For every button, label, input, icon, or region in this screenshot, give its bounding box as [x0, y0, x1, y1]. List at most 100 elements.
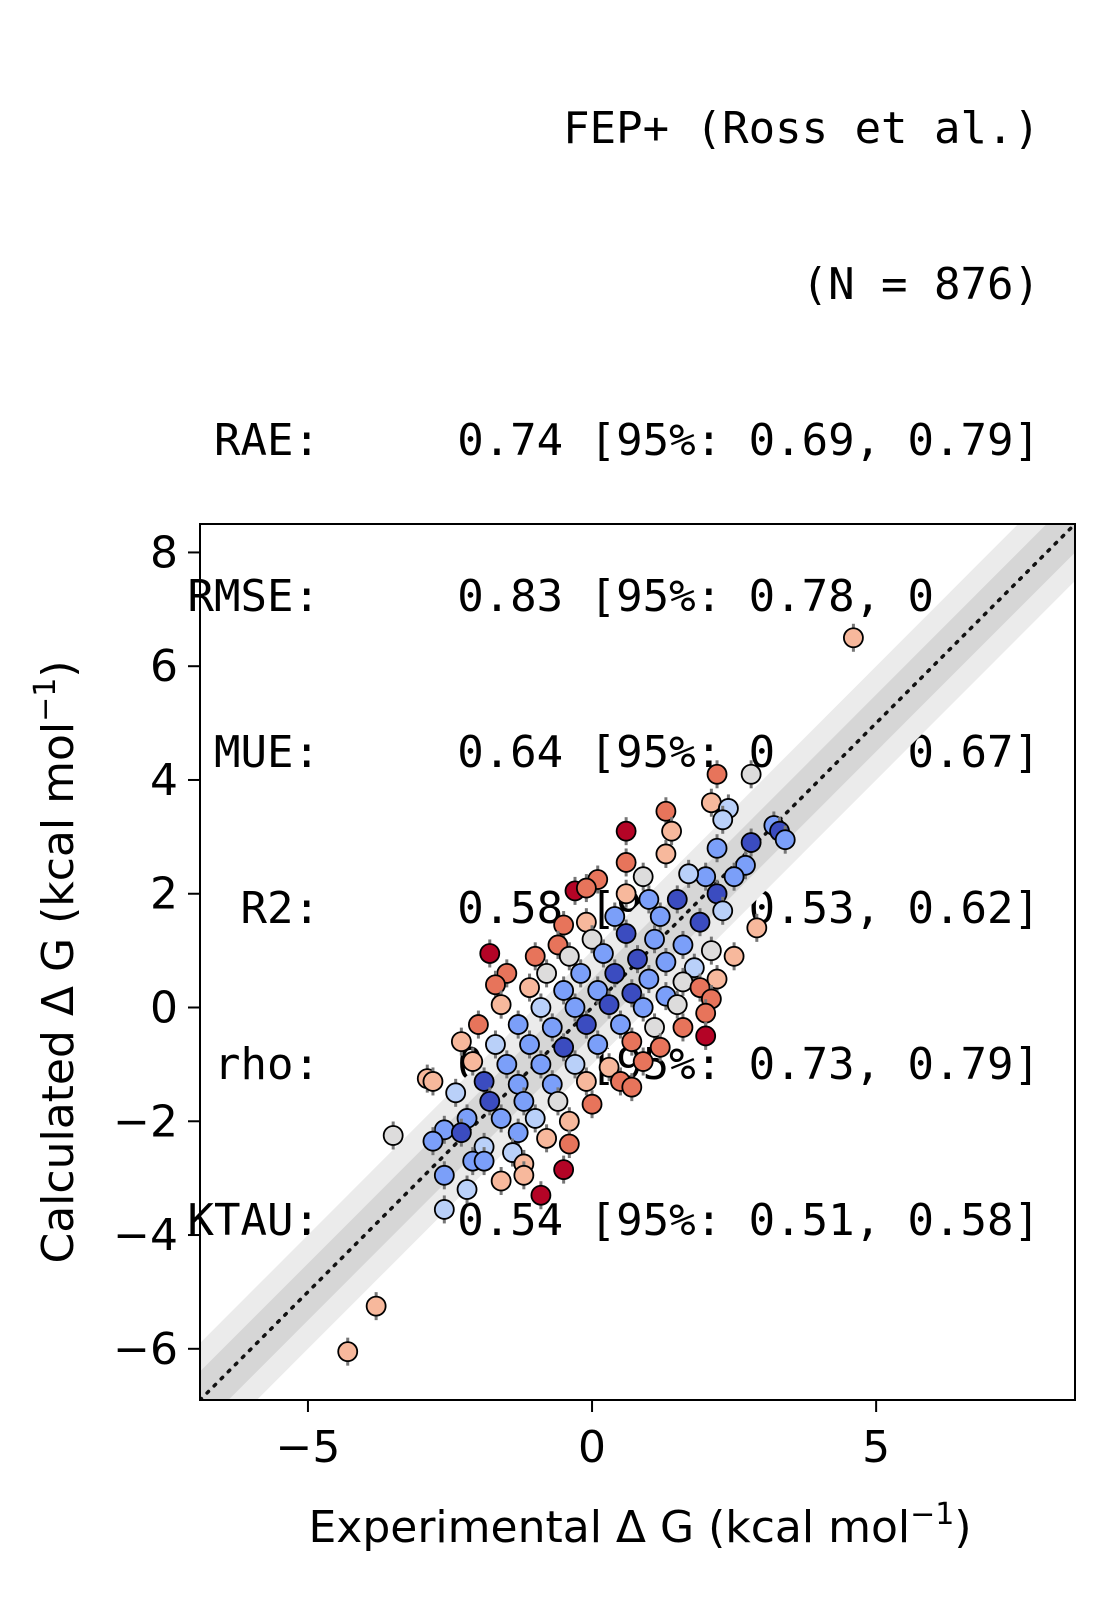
- data-point: [638, 889, 660, 910]
- stat-row-ktau: KTAU: 0.54 [95%: 0.51, 0.58]: [0, 1194, 1040, 1248]
- data-point: [485, 1034, 506, 1055]
- data-point: [774, 829, 796, 851]
- data-point: [672, 971, 694, 993]
- data-point: [530, 1053, 552, 1075]
- x-axis-ticks: −5 0 5: [276, 1400, 890, 1473]
- plot-frame: [199, 523, 1076, 1401]
- data-point: [496, 1053, 518, 1075]
- data-point: [740, 832, 762, 853]
- data-point: [433, 1164, 455, 1186]
- y-tick-label: −6: [113, 1324, 178, 1375]
- data-point: [422, 1071, 444, 1092]
- y-tick-label: 0: [150, 983, 178, 1034]
- data-point: [655, 800, 677, 822]
- data-point: [746, 917, 768, 939]
- data-point: [524, 1108, 546, 1129]
- data-point: [422, 1130, 444, 1152]
- data-point: [536, 962, 557, 984]
- chart-title: FEP+ (Ross et al.): [563, 103, 1040, 154]
- data-point: [621, 1031, 643, 1053]
- data-point: [615, 820, 637, 842]
- data-point: [536, 1127, 557, 1149]
- data-point: [695, 1025, 717, 1047]
- data-point: [712, 900, 734, 922]
- data-point: [513, 1164, 535, 1186]
- stat-value: 0.54 [95%: 0.51, 0.58]: [457, 1195, 1040, 1246]
- x-axis-label-exponent: −1: [910, 1497, 954, 1532]
- data-point: [456, 1179, 478, 1200]
- y-axis-label-exponent: −1: [28, 678, 63, 722]
- data-point: [450, 1122, 472, 1144]
- data-point: [649, 906, 671, 927]
- data-point: [507, 1014, 529, 1035]
- stat-label: RAE:: [214, 415, 320, 466]
- data-point: [621, 982, 643, 1004]
- data-point: [547, 1090, 569, 1112]
- data-point: [433, 1199, 455, 1220]
- x-tick-label: 5: [862, 1422, 890, 1473]
- data-point: [365, 1295, 387, 1317]
- y-tick-label: 8: [150, 527, 178, 578]
- data-point: [530, 997, 552, 1018]
- data-point: [490, 994, 512, 1016]
- data-point: [695, 1002, 717, 1024]
- data-point: [450, 1031, 472, 1053]
- data-point: [678, 863, 700, 885]
- y-axis-ticks: −6 −4 −2 0 2 4 6 8: [113, 527, 200, 1375]
- data-point: [519, 977, 540, 998]
- data-point: [604, 906, 626, 927]
- data-point: [621, 1076, 643, 1098]
- data-point: [507, 1122, 529, 1144]
- data-point: [473, 1150, 495, 1172]
- data-point: [740, 763, 762, 785]
- data-point: [706, 763, 728, 785]
- data-point: [479, 1090, 501, 1112]
- data-point: [553, 980, 575, 1001]
- data-point: [610, 1014, 631, 1035]
- data-point: [445, 1082, 467, 1104]
- y-tick-label: −4: [113, 1210, 178, 1261]
- y-axis-label: Calculated Δ G (kcal mol−1): [28, 660, 84, 1263]
- data-point: [581, 1093, 603, 1115]
- data-point: [706, 837, 728, 859]
- data-point: [666, 994, 688, 1016]
- data-point: [541, 1017, 563, 1038]
- data-point: [530, 1184, 552, 1206]
- data-point: [843, 627, 864, 649]
- data-point: [519, 1034, 540, 1055]
- data-point: [632, 997, 654, 1018]
- stat-label: rho:: [214, 1039, 320, 1090]
- data-point: [581, 928, 603, 950]
- data-point: [627, 948, 648, 970]
- data-point: [587, 1034, 609, 1055]
- data-point: [564, 997, 586, 1018]
- x-axis-label: Experimental Δ G (kcal mol−1): [309, 1497, 972, 1553]
- x-tick-label: 0: [578, 1422, 606, 1473]
- data-point: [632, 1051, 654, 1072]
- data-point: [479, 943, 501, 964]
- data-point: [598, 994, 620, 1016]
- data-point: [689, 911, 711, 933]
- data-point: [723, 866, 745, 888]
- stat-label: R2:: [240, 883, 320, 934]
- data-point: [695, 866, 717, 888]
- data-point: [615, 883, 637, 905]
- data-point: [473, 1071, 495, 1092]
- x-tick-label: −5: [276, 1422, 341, 1473]
- stat-label: RMSE:: [187, 571, 320, 622]
- data-point: [570, 962, 592, 984]
- data-point: [575, 1014, 597, 1035]
- data-point: [490, 1108, 512, 1129]
- data-point: [337, 1341, 359, 1363]
- data-point: [553, 1036, 575, 1058]
- data-point: [723, 945, 745, 967]
- data-point: [706, 968, 728, 990]
- data-point: [672, 1017, 694, 1038]
- x-axis-label-text: Experimental Δ G (kcal mol: [309, 1502, 911, 1553]
- stat-label: MUE:: [214, 727, 320, 778]
- data-point: [661, 820, 682, 842]
- sample-count: (N = 876): [801, 259, 1040, 310]
- data-point: [575, 1071, 597, 1092]
- data-point: [683, 957, 705, 979]
- data-point: [644, 1017, 665, 1038]
